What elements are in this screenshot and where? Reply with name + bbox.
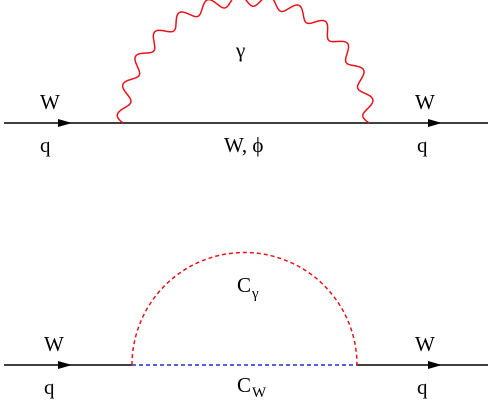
bottom-outgoing-arrow	[428, 361, 442, 369]
bottom-out-label-w: W	[415, 332, 435, 356]
top-out-label-q: q	[417, 133, 428, 157]
bottom-in-label-w: W	[44, 332, 64, 356]
bottom-in-label-q: q	[44, 375, 55, 399]
top-out-label-w: W	[415, 90, 435, 114]
bottom-diagram: W q W q Cγ CW	[4, 251, 488, 401]
ghost-arc-propagator	[131, 251, 358, 366]
ghost-line-label-main: C	[237, 373, 251, 397]
top-incoming-arrow	[58, 119, 72, 127]
ghost-arc-label-sub: γ	[251, 286, 259, 302]
ghost-arc-label: Cγ	[237, 273, 259, 302]
top-diagram: W q W q γ W, ϕ	[4, 0, 488, 157]
top-outgoing-arrow	[428, 119, 442, 127]
ghost-line-label-sub: W	[252, 385, 267, 401]
bottom-incoming-arrow	[58, 361, 72, 369]
ghost-arc-label-main: C	[237, 273, 251, 297]
top-in-label-q: q	[40, 133, 51, 157]
top-internal-label: W, ϕ	[224, 133, 263, 157]
top-in-label-w: W	[40, 90, 60, 114]
photon-propagator	[116, 0, 374, 124]
photon-label: γ	[235, 38, 245, 62]
bottom-out-label-q: q	[417, 375, 428, 399]
ghost-line-label: CW	[237, 373, 267, 401]
